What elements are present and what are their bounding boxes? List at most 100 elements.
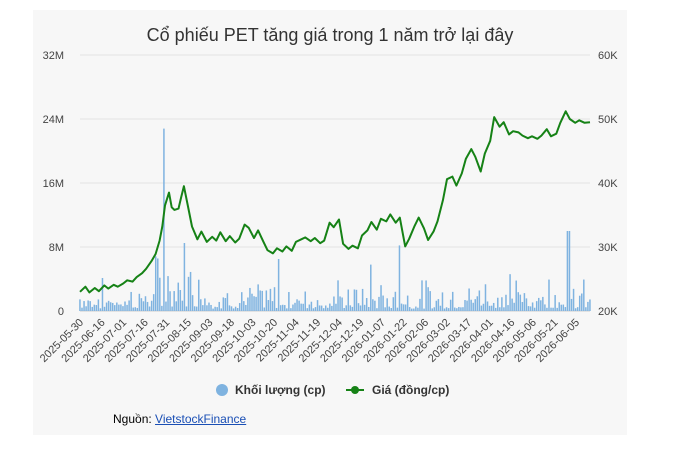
- volume-bar: [542, 296, 544, 311]
- volume-bar: [322, 308, 325, 311]
- volume-bar: [400, 303, 403, 311]
- volume-bar: [335, 303, 337, 311]
- volume-bar: [435, 300, 438, 311]
- volume-bar: [548, 279, 550, 311]
- volume-bar: [116, 302, 118, 311]
- volume-bar: [523, 293, 526, 311]
- volume-bar: [294, 302, 296, 311]
- volume-bar: [85, 306, 87, 311]
- volume-bar: [159, 277, 161, 311]
- volume-bar: [118, 304, 120, 311]
- y-left-tick-label: 32M: [43, 50, 64, 62]
- volume-bar: [382, 295, 384, 311]
- legend[interactable]: Khối lượng (cp) Giá (đồng/cp): [216, 383, 449, 397]
- volume-bar: [236, 308, 239, 311]
- volume-bar: [531, 302, 534, 311]
- volume-bar: [386, 298, 388, 311]
- legend-price-marker[interactable]: [351, 386, 359, 394]
- volume-bar: [361, 288, 364, 311]
- volume-bar: [390, 307, 393, 311]
- volume-bar: [566, 231, 569, 311]
- volume-bar: [111, 302, 114, 311]
- y-right-tick-label: 20K: [598, 306, 618, 318]
- volume-bar: [546, 307, 548, 311]
- volume-bar: [372, 299, 374, 311]
- volume-bar: [351, 306, 354, 311]
- volume-bar: [324, 305, 327, 311]
- volume-bar: [337, 280, 339, 311]
- volume-bar: [466, 300, 468, 311]
- volume-bar: [406, 295, 409, 311]
- volume-bar: [454, 307, 456, 311]
- volume-bar: [413, 308, 415, 311]
- volume-bar: [357, 303, 360, 311]
- volume-bar: [574, 308, 577, 311]
- volume-bar: [456, 308, 458, 311]
- volume-bar: [288, 292, 290, 311]
- volume-bar: [433, 307, 436, 311]
- volume-bar: [396, 307, 399, 311]
- volume-bar: [257, 284, 259, 311]
- volume-bar: [200, 299, 202, 311]
- volume-bar: [79, 299, 81, 311]
- volume-bar: [449, 299, 452, 311]
- volume-bar: [384, 307, 386, 311]
- volume-bar: [589, 299, 591, 311]
- volume-bar: [286, 308, 288, 311]
- volume-bar: [314, 307, 317, 311]
- volume-bar: [292, 304, 294, 311]
- volume-bar: [484, 284, 487, 311]
- volume-bar: [408, 307, 411, 311]
- volume-bar: [417, 307, 419, 311]
- volume-bar: [472, 302, 474, 311]
- volume-bar: [183, 243, 186, 311]
- volume-bar: [345, 305, 347, 311]
- volume-bar: [249, 287, 251, 311]
- y-axis-right: 20K 30K 40K 50K 60K: [598, 50, 618, 318]
- volume-bar: [99, 308, 102, 311]
- volume-bar: [271, 301, 274, 311]
- volume-bar: [120, 304, 122, 311]
- volume-bar: [468, 288, 470, 311]
- volume-bar: [380, 285, 382, 311]
- volume-bar: [230, 306, 233, 311]
- volume-bar: [519, 294, 522, 311]
- volume-bar: [238, 303, 241, 311]
- volume-bar: [269, 288, 272, 311]
- legend-volume-marker[interactable]: [216, 384, 228, 396]
- volume-bar: [339, 296, 341, 311]
- volume-bar: [302, 303, 304, 311]
- volume-bar: [570, 298, 573, 311]
- volume-bar: [298, 300, 300, 311]
- volume-bar: [144, 296, 147, 311]
- volume-bar: [482, 303, 485, 311]
- legend-volume-label[interactable]: Khối lượng (cp): [235, 383, 326, 397]
- volume-bar: [138, 293, 141, 311]
- volume-bar: [93, 304, 96, 311]
- volume-bar: [421, 280, 423, 311]
- volume-bar: [175, 301, 177, 311]
- volume-bar: [423, 308, 425, 311]
- volume-bar: [464, 300, 466, 311]
- volume-bar: [376, 308, 378, 311]
- y-right-tick-label: 50K: [598, 114, 618, 126]
- volume-bar: [275, 307, 278, 311]
- volume-bar: [451, 291, 454, 311]
- volume-bar: [476, 296, 479, 311]
- legend-price-label[interactable]: Giá (đồng/cp): [372, 383, 449, 397]
- volume-bar: [142, 301, 145, 311]
- volume-bar: [179, 290, 182, 311]
- volume-bar: [136, 307, 139, 311]
- volume-bar: [492, 302, 495, 311]
- source-link[interactable]: VietstockFinance: [155, 412, 247, 426]
- volume-bar: [247, 297, 249, 311]
- volume-bar: [218, 301, 220, 311]
- volume-bar: [447, 308, 450, 311]
- volume-bar: [521, 301, 524, 311]
- volume-bar: [300, 303, 302, 311]
- volume-bar: [488, 305, 491, 311]
- volume-bar: [564, 307, 567, 311]
- volume-bar: [431, 308, 433, 311]
- volume-bar: [527, 306, 530, 311]
- volume-bar: [261, 290, 263, 311]
